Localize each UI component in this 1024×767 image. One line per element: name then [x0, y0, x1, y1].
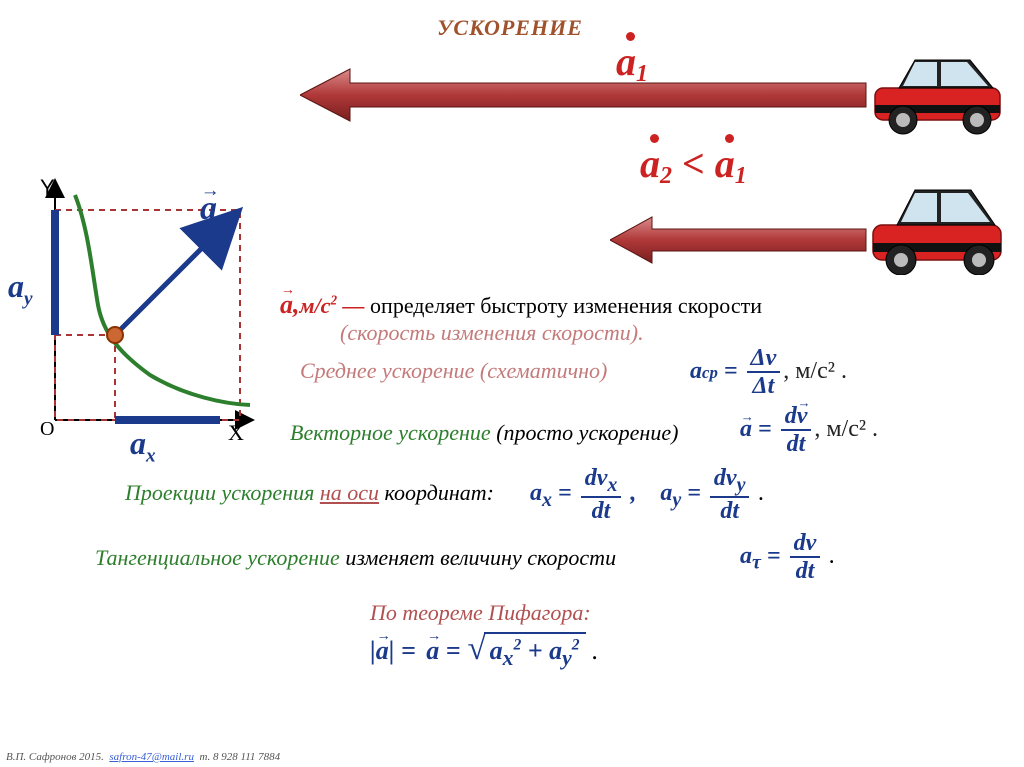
vector-accel-green: Векторное ускорение — [290, 420, 491, 445]
tangential-line: Тангенциальное ускорение изменяет величи… — [95, 545, 616, 571]
footer-author: В.П. Сафронов 2015. — [6, 751, 104, 763]
arrow-a2 — [610, 215, 868, 265]
car-icon-top — [865, 50, 1010, 135]
avg-accel-label: Среднее ускорение (схематично) — [300, 358, 607, 384]
projection-line: Проекции ускорения на оси координат: — [125, 480, 494, 506]
footer-phone: т. 8 928 111 7884 — [199, 751, 280, 763]
avg-unit: , м/с² . — [783, 358, 847, 384]
footer-email-link[interactable]: safron-47@mail.ru — [109, 751, 194, 763]
tangential-formula: aτ = dv dt . — [740, 530, 835, 585]
car-icon-bottom — [865, 180, 1010, 275]
vector-accel-line: Векторное ускорение (просто ускорение) — [290, 420, 678, 446]
pythagoras-formula: |a| = a = √ ax2 + ay2 . — [370, 632, 599, 671]
definition-line-1: a,м/с2 — определяет быстроту изменения с… — [280, 290, 1000, 320]
definition-text: определяет быстроту изменения скорости — [365, 293, 762, 318]
origin-label: O — [40, 418, 54, 441]
footer-credit: В.П. Сафронов 2015. safron-47@mail.ru т.… — [6, 751, 280, 763]
vector-diagram — [0, 0, 270, 470]
vector-accel-rest: (просто ускорение) — [491, 420, 679, 445]
vec-unit: , м/с² . — [814, 416, 878, 442]
projection-formula: ax = dvx dt , ay = dvy dt . — [530, 465, 764, 524]
definition-line-2: (скорость изменения скорости). — [340, 320, 900, 346]
avg-accel-formula: aср = Δv Δt , м/с² . — [690, 345, 847, 400]
a2-lt-a1-label: a2 < a1 — [640, 140, 747, 190]
a-vector-label: a — [200, 190, 217, 228]
pythagoras-label: По теореме Пифагора: — [370, 600, 591, 626]
y-axis-label: Y — [40, 175, 55, 201]
ay-label: ay — [8, 268, 33, 310]
arrow-a1 — [300, 67, 868, 123]
vector-accel-formula: a = dv dt , м/с² . — [740, 403, 878, 458]
ax-label: ax — [130, 425, 156, 467]
x-axis-label: X — [228, 420, 244, 446]
